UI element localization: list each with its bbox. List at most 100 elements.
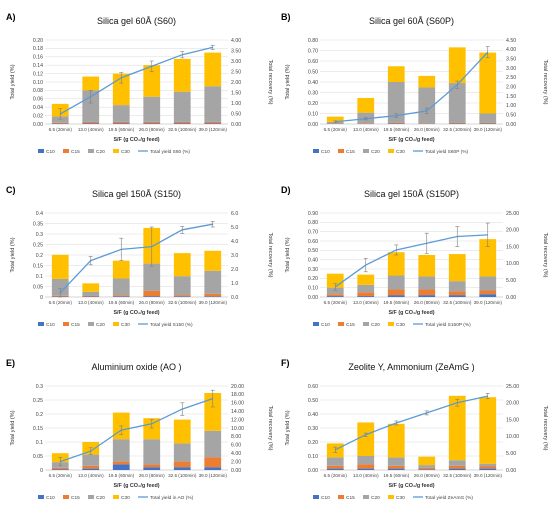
y-tick-label: 0.00 xyxy=(33,122,43,128)
y-tick-label: 0.06 xyxy=(33,97,43,103)
y-tick-label: 0.60 xyxy=(308,239,318,245)
y2-tick-label: 4.50 xyxy=(506,38,516,44)
y2-tick-label: 0.00 xyxy=(506,468,516,474)
x-tick-label: 26.0 (80min) xyxy=(414,473,440,478)
legend-swatch-c20 xyxy=(88,495,94,499)
panel-letter: B) xyxy=(281,12,291,22)
y-tick-label: 0.15 xyxy=(33,263,43,269)
bar-c15 xyxy=(204,121,222,124)
y2-tick-label: 4.00 xyxy=(231,38,241,44)
x-tick-label: 26.0 (80min) xyxy=(139,300,165,305)
y-tick-label: 0.20 xyxy=(308,440,318,446)
bar-c10 xyxy=(357,296,375,297)
legend-swatch-c30 xyxy=(388,495,394,499)
bar-c10 xyxy=(448,295,466,297)
y-axis-title: Total yield (%) xyxy=(10,237,16,272)
legend-label: C30 xyxy=(396,149,405,155)
chart-title: Silica gel 150Å (S150) xyxy=(92,189,181,199)
bar-c15 xyxy=(387,289,405,296)
y-tick-label: 0 xyxy=(40,468,43,474)
chart-panel-f: F) Zeolite Y, Ammonium (ZeAmG ) 0.00 0.10 0.… xyxy=(281,358,548,501)
bar-c20 xyxy=(326,457,344,466)
bar-c30 xyxy=(173,58,191,92)
legend-label: C30 xyxy=(121,149,130,155)
bar-c20 xyxy=(82,90,100,122)
y2-tick-label: 1.50 xyxy=(506,94,516,100)
y2-tick-label: 0.00 xyxy=(506,122,516,128)
legend-label: C20 xyxy=(371,495,380,501)
bar-c20 xyxy=(448,460,466,466)
legend-swatch-c10 xyxy=(313,495,319,499)
bar-c30 xyxy=(387,423,405,458)
bar-c10 xyxy=(82,468,100,470)
y-tick-label: 0.30 xyxy=(308,426,318,432)
bar-c10 xyxy=(143,296,161,297)
legend-swatch-c20 xyxy=(88,322,94,326)
legend-label: C20 xyxy=(96,495,105,501)
y-tick-label: 0.2 xyxy=(36,253,43,259)
bar-c20 xyxy=(143,96,161,122)
legend-label: C20 xyxy=(371,322,380,328)
bar-c15 xyxy=(173,461,191,468)
bar-c20 xyxy=(173,276,191,296)
legend-label: C10 xyxy=(46,495,55,501)
y2-tick-label: 10.00 xyxy=(231,426,244,432)
y-tick-label: 0.3 xyxy=(36,384,43,390)
bar-c20 xyxy=(173,443,191,462)
y2-tick-label: 25.00 xyxy=(506,211,519,217)
bar-c30 xyxy=(448,395,466,461)
bar-c30 xyxy=(204,393,222,431)
bar-c20 xyxy=(143,263,161,291)
bar-c10 xyxy=(173,467,191,470)
y2-axis-title: Total recovery (%) xyxy=(542,405,548,450)
bar-c20 xyxy=(204,86,222,122)
x-tick-label: 32.5 (100min) xyxy=(443,127,472,132)
y-tick-label: 0.00 xyxy=(308,295,318,301)
y-tick-label: 0.60 xyxy=(308,384,318,390)
y-tick-label: 0.90 xyxy=(308,211,318,217)
bar-c15 xyxy=(448,291,466,296)
legend-label: Total yield ZeAmG (%) xyxy=(425,495,473,501)
bar-c15 xyxy=(479,290,497,295)
x-tick-label: 13.0 (40min) xyxy=(353,127,379,132)
bar-c10 xyxy=(173,123,191,124)
chart-title: Silica gel 60Å (S60) xyxy=(97,16,176,26)
y2-tick-label: 3.0 xyxy=(231,253,238,259)
y2-tick-label: 4.00 xyxy=(506,47,516,53)
panel-letter: D) xyxy=(281,185,291,195)
y-tick-label: 0.60 xyxy=(308,59,318,65)
bar-c30 xyxy=(418,75,436,88)
x-axis-title: S/F (g CO₂/g feed) xyxy=(388,483,434,489)
legend-label: C30 xyxy=(396,322,405,328)
y-tick-label: 0.10 xyxy=(33,80,43,86)
bar-c20 xyxy=(357,284,375,293)
bar-c30 xyxy=(479,52,497,114)
bar-c20 xyxy=(143,439,161,465)
legend-label: C20 xyxy=(371,149,380,155)
series-line-total xyxy=(60,397,213,463)
legend-label: C15 xyxy=(346,149,355,155)
y2-tick-label: 25.00 xyxy=(506,384,519,390)
y-tick-label: 0.35 xyxy=(33,221,43,227)
x-tick-label: 32.5 (100min) xyxy=(443,473,472,478)
legend-label: C10 xyxy=(321,149,330,155)
y2-tick-label: 2.00 xyxy=(231,459,241,465)
y2-tick-label: 18.00 xyxy=(231,392,244,398)
legend-label: C15 xyxy=(71,149,80,155)
legend-swatch-c10 xyxy=(313,322,319,326)
legend-label: C10 xyxy=(321,495,330,501)
x-tick-label: 19.5 (60min) xyxy=(108,473,134,478)
bar-c20 xyxy=(204,430,222,458)
y-axis-title: Total yield (%) xyxy=(285,410,291,445)
bar-c30 xyxy=(387,252,405,276)
bar-c10 xyxy=(143,467,161,470)
x-tick-label: 6.5 (20min) xyxy=(324,473,348,478)
y-axis-title: Total yield (%) xyxy=(10,410,16,445)
bar-c10 xyxy=(82,123,100,124)
bar-c10 xyxy=(326,296,344,297)
bar-c15 xyxy=(418,289,436,296)
bar-c10 xyxy=(143,123,161,124)
y-tick-label: 0.4 xyxy=(36,211,43,217)
bar-c30 xyxy=(204,52,222,87)
y2-tick-label: 16.00 xyxy=(231,401,244,407)
